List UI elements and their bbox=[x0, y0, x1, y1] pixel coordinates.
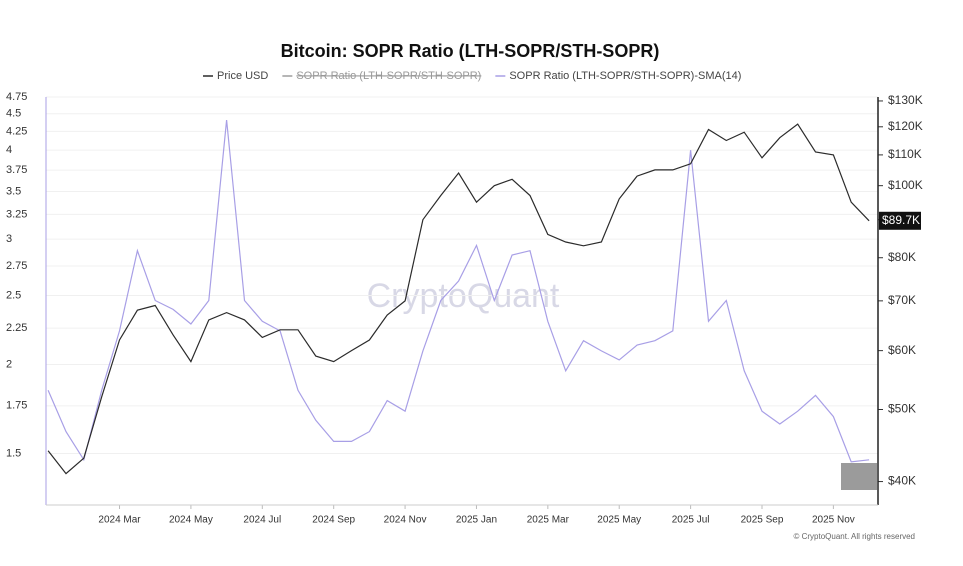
last-price-label: $89.7K bbox=[882, 213, 920, 227]
y2-tick-label: $70K bbox=[888, 293, 916, 307]
y-tick-label: 3 bbox=[6, 233, 12, 245]
y2-tick-label: $50K bbox=[888, 402, 916, 416]
y2-tick-label: $60K bbox=[888, 343, 916, 357]
y-tick-label: 3.75 bbox=[6, 164, 27, 176]
x-tick-label: 2025 May bbox=[597, 515, 641, 526]
y-tick-label: 2.75 bbox=[6, 260, 27, 272]
series-line bbox=[47, 119, 870, 463]
y-tick-label: 4.5 bbox=[6, 108, 21, 120]
footer: © CryptoQuant. All rights reserved bbox=[794, 532, 916, 541]
x-tick-label: 2025 Nov bbox=[812, 515, 855, 526]
x-tick-label: 2024 Mar bbox=[98, 515, 141, 526]
x-tick-label: 2025 Sep bbox=[741, 515, 784, 526]
y-tick-label: 4.25 bbox=[6, 125, 27, 137]
legend-label: SOPR Ratio (LTH-SOPR/STH-SOPR) bbox=[296, 70, 481, 82]
y-tick-label: 2.25 bbox=[6, 322, 27, 334]
y-tick-label: 1.5 bbox=[6, 447, 21, 459]
y2-tick-label: $100K bbox=[888, 178, 923, 192]
y-tick-label: 4 bbox=[6, 144, 12, 156]
chart-title: Bitcoin: SOPR Ratio (LTH-SOPR/STH-SOPR) bbox=[281, 41, 660, 61]
y2-tick-label: $40K bbox=[888, 474, 916, 488]
series-line bbox=[47, 123, 870, 475]
legend-label: Price USD bbox=[217, 70, 268, 82]
y2-tick-label: $120K bbox=[888, 119, 923, 133]
last-price-box bbox=[879, 211, 921, 230]
x-tick-label: 2025 Mar bbox=[527, 515, 570, 526]
x-tick-label: 2024 May bbox=[169, 515, 213, 526]
y-tick-label: 4.75 bbox=[6, 91, 27, 103]
y-tick-label: 2 bbox=[6, 358, 12, 370]
last-price-tag: $89.7K bbox=[879, 211, 921, 230]
legend-label: SOPR Ratio (LTH-SOPR/STH-SOPR)-SMA(14) bbox=[509, 70, 741, 82]
y-tick-label: 3.25 bbox=[6, 208, 27, 220]
y2-tick-label: $130K bbox=[888, 93, 923, 107]
y-tick-label: 3.5 bbox=[6, 185, 21, 197]
x-tick-label: 2024 Jul bbox=[243, 515, 281, 526]
y2-tick-label: $110K bbox=[888, 147, 922, 161]
highlight-box bbox=[841, 463, 877, 490]
y2-tick-label: $80K bbox=[888, 250, 916, 264]
x-tick-label: 2025 Jan bbox=[456, 515, 497, 526]
x-tick-label: 2025 Jul bbox=[672, 515, 710, 526]
y-tick-label: 1.75 bbox=[6, 400, 27, 412]
x-tick-label: 2024 Nov bbox=[384, 515, 427, 526]
y-tick-label: 2.5 bbox=[6, 289, 21, 301]
x-tick-label: 2024 Sep bbox=[312, 515, 355, 526]
